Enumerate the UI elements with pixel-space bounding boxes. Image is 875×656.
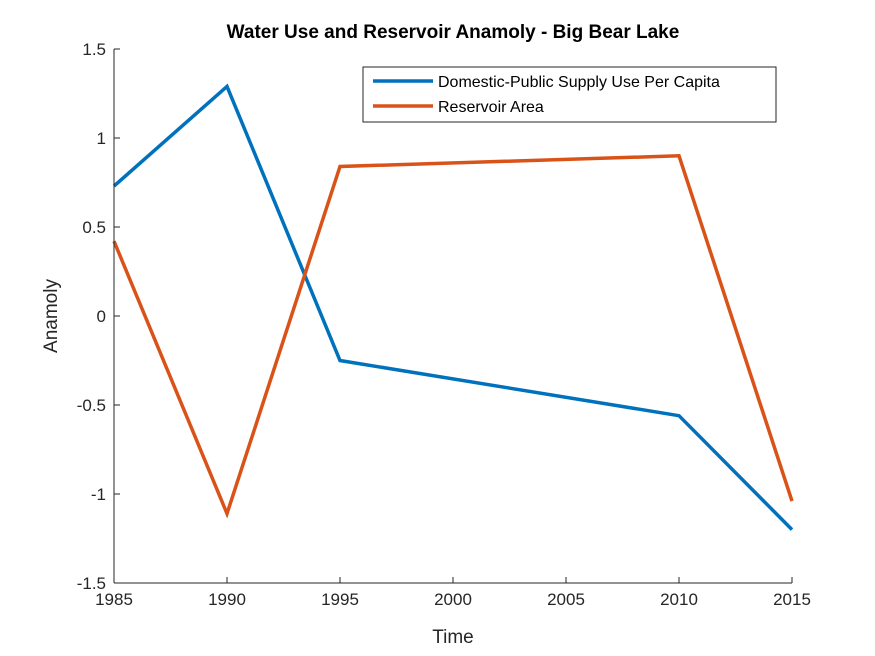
x-axis-label: Time: [432, 627, 474, 648]
y-tick-label: -1: [91, 485, 106, 504]
series-line-1: [112, 83, 794, 531]
legend-label-2: Reservoir Area: [438, 99, 544, 116]
y-tick-label: -0.5: [77, 396, 106, 415]
legend-box: [362, 66, 777, 123]
y-tick-label: -1.5: [77, 574, 106, 593]
x-tick-label: 2010: [660, 590, 698, 609]
x-ticks: 1985 1990 1995 2000 2005 2010 2015: [95, 577, 811, 609]
x-tick-label: 2005: [547, 590, 585, 609]
x-tick-label: 1985: [95, 590, 133, 609]
chart-title: Water Use and Reservoir Anamoly - Big Be…: [227, 22, 680, 43]
y-tick-label: 1: [97, 129, 106, 148]
y-tick-label: 0: [97, 307, 106, 326]
legend: Domestic-Public Supply Use Per Capita Res…: [362, 66, 777, 123]
series-line-2: [112, 154, 794, 519]
x-tick-label: 1995: [321, 590, 359, 609]
x-tick-label: 1990: [208, 590, 246, 609]
y-tick-label: 1.5: [82, 40, 106, 59]
y-ticks: -1.5 -1 -0.5 0 0.5 1 1.5: [77, 40, 120, 593]
y-tick-label: 0.5: [82, 218, 106, 237]
plot-area: [112, 83, 794, 531]
y-axis-label: Anamoly: [41, 279, 62, 353]
x-tick-label: 2015: [773, 590, 811, 609]
x-tick-label: 2000: [434, 590, 472, 609]
legend-label-1: Domestic-Public Supply Use Per Capita: [438, 74, 720, 91]
